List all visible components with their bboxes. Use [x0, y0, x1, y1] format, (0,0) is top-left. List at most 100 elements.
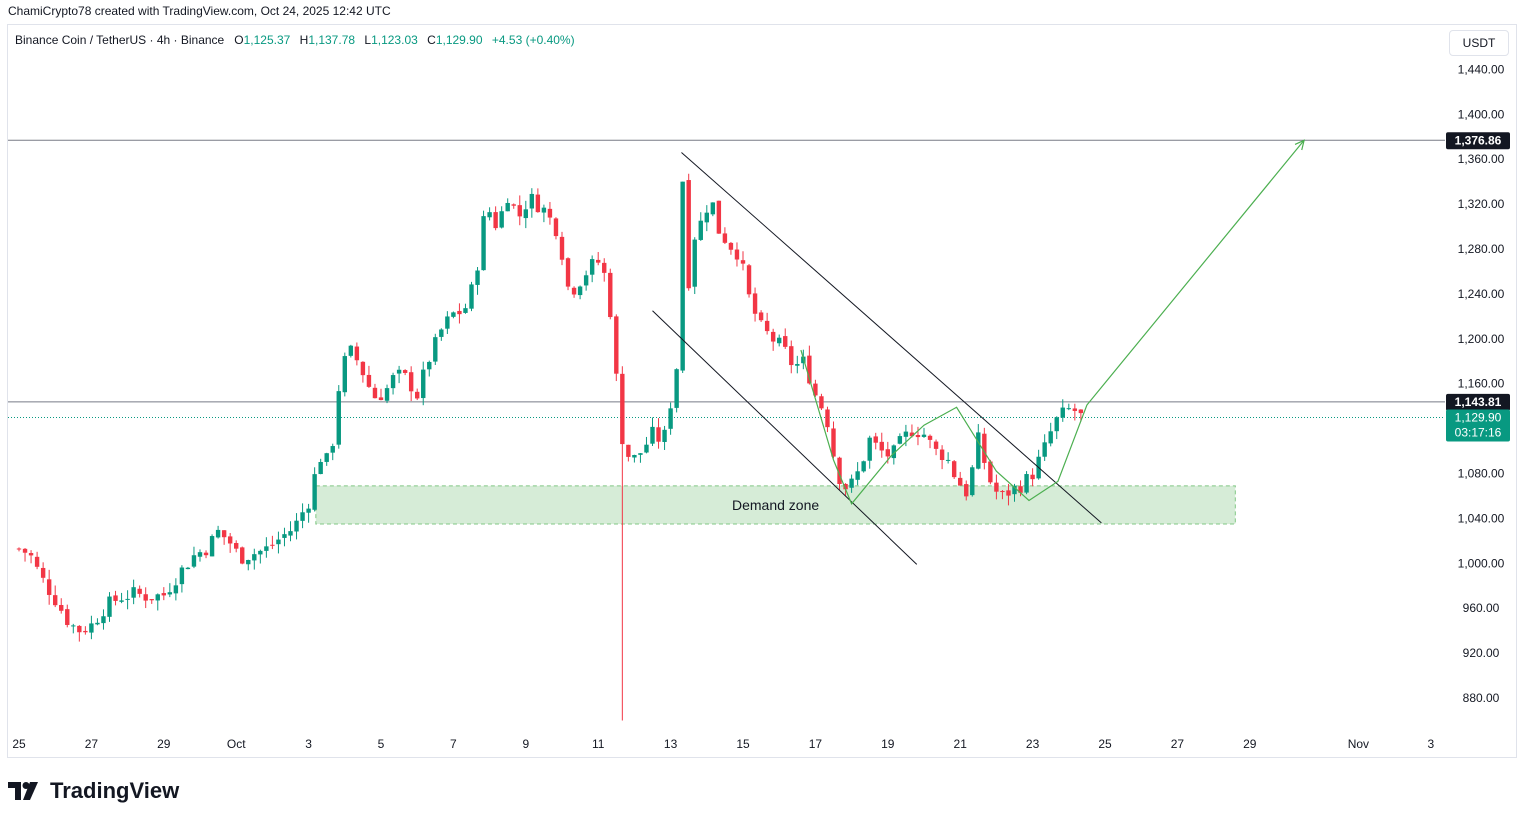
candle-body[interactable] — [378, 397, 384, 401]
candle-body[interactable] — [215, 529, 221, 538]
candle-body[interactable] — [722, 233, 728, 243]
tradingview-logo[interactable]: TradingView — [8, 778, 179, 804]
candle-body[interactable] — [191, 555, 197, 567]
candle-body[interactable] — [46, 579, 52, 595]
candle-body[interactable] — [909, 432, 915, 437]
candle-body[interactable] — [493, 212, 498, 229]
candle-body[interactable] — [149, 599, 154, 601]
candle-body[interactable] — [1018, 486, 1023, 493]
candle-body[interactable] — [698, 220, 703, 240]
candle-body[interactable] — [728, 242, 734, 250]
candle-body[interactable] — [988, 461, 993, 483]
candle-body[interactable] — [143, 594, 148, 601]
candle-body[interactable] — [927, 435, 933, 440]
candle-body[interactable] — [101, 616, 106, 624]
candle-body[interactable] — [982, 433, 987, 463]
candle-body[interactable] — [312, 474, 317, 510]
candle-body[interactable] — [83, 630, 88, 633]
candle-body[interactable] — [330, 446, 335, 453]
candle-body[interactable] — [294, 520, 299, 532]
candle-body[interactable] — [716, 200, 722, 234]
symbol-title[interactable]: Binance Coin / TetherUS · 4h · Binance — [15, 33, 225, 47]
candle-body[interactable] — [849, 478, 854, 488]
candle-body[interactable] — [234, 543, 239, 549]
currency-button[interactable]: USDT — [1449, 30, 1509, 56]
candle-body[interactable] — [970, 467, 975, 496]
candle-body[interactable] — [813, 383, 818, 396]
candle-body[interactable] — [819, 396, 824, 409]
candle-body[interactable] — [879, 441, 884, 451]
candle-body[interactable] — [342, 356, 347, 393]
candle-body[interactable] — [903, 431, 909, 437]
candle-body[interactable] — [1060, 407, 1065, 418]
candle-body[interactable] — [131, 587, 136, 598]
candle-body[interactable] — [402, 370, 408, 373]
candle-body[interactable] — [632, 454, 637, 458]
candle-body[interactable] — [511, 204, 516, 206]
candle-body[interactable] — [764, 320, 770, 332]
projection-path[interactable] — [800, 139, 1305, 505]
candle-body[interactable] — [179, 567, 185, 585]
candle-body[interactable] — [734, 249, 740, 260]
candle-body[interactable] — [499, 211, 504, 228]
candle-body[interactable] — [614, 316, 619, 374]
candle-body[interactable] — [227, 536, 233, 544]
candle-body[interactable] — [240, 547, 245, 564]
candle-body[interactable] — [161, 593, 166, 596]
candle-body[interactable] — [390, 375, 396, 389]
candle-body[interactable] — [209, 536, 215, 557]
candle-body[interactable] — [921, 434, 927, 437]
candle-body[interactable] — [348, 345, 354, 356]
candle-body[interactable] — [427, 361, 432, 370]
candle-body[interactable] — [1078, 409, 1084, 414]
candle-body[interactable] — [475, 270, 480, 285]
candle-body[interactable] — [608, 272, 613, 318]
candle-body[interactable] — [318, 461, 323, 475]
candle-body[interactable] — [276, 539, 281, 545]
candle-body[interactable] — [547, 208, 553, 218]
candle-body[interactable] — [770, 331, 776, 342]
candle-body[interactable] — [873, 436, 878, 443]
candle-body[interactable] — [596, 259, 601, 263]
candle-body[interactable] — [680, 181, 685, 371]
candle-body[interactable] — [408, 372, 414, 392]
candle-body[interactable] — [1042, 442, 1047, 457]
candle-body[interactable] — [137, 588, 142, 594]
candle-body[interactable] — [1012, 485, 1017, 495]
candle-body[interactable] — [891, 445, 897, 459]
candle-body[interactable] — [758, 312, 764, 321]
candle-body[interactable] — [958, 477, 963, 486]
candle-body[interactable] — [107, 596, 112, 617]
candle-body[interactable] — [451, 312, 456, 317]
candle-body[interactable] — [589, 259, 595, 275]
candle-body[interactable] — [789, 346, 794, 366]
candle-body[interactable] — [535, 194, 541, 213]
candle-body[interactable] — [77, 625, 82, 633]
candle-body[interactable] — [457, 310, 462, 315]
candle-body[interactable] — [197, 552, 203, 557]
candle-body[interactable] — [505, 202, 510, 212]
candle-body[interactable] — [885, 449, 890, 457]
candle-body[interactable] — [95, 622, 100, 625]
candle-body[interactable] — [173, 585, 179, 594]
channel-trendline[interactable] — [681, 152, 1102, 524]
candle-body[interactable] — [34, 556, 40, 567]
candle-body[interactable] — [360, 361, 366, 376]
candle-body[interactable] — [1066, 408, 1071, 410]
candle-body[interactable] — [571, 287, 577, 295]
candle-body[interactable] — [831, 428, 836, 457]
candle-body[interactable] — [867, 437, 872, 461]
candle-body[interactable] — [529, 193, 535, 209]
candle-body[interactable] — [28, 553, 34, 556]
channel-trendline[interactable] — [652, 310, 918, 565]
candle-body[interactable] — [933, 441, 939, 449]
candle-body[interactable] — [523, 209, 528, 219]
candle-body[interactable] — [620, 373, 625, 445]
candle-body[interactable] — [1072, 408, 1078, 411]
candle-body[interactable] — [559, 236, 565, 260]
candle-body[interactable] — [795, 364, 800, 366]
candle-body[interactable] — [656, 427, 661, 442]
candle-body[interactable] — [517, 205, 522, 217]
candle-body[interactable] — [89, 623, 94, 633]
